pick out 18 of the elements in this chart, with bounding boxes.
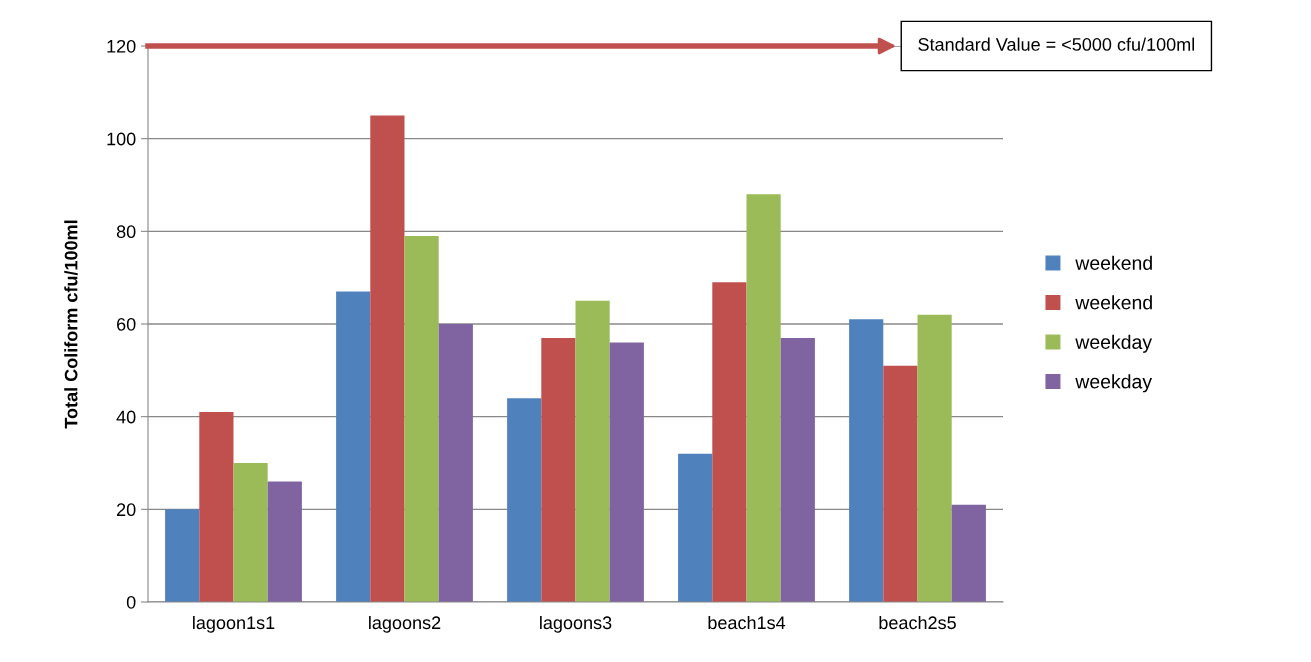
y-tick-label: 60 bbox=[117, 317, 136, 331]
x-tick-label: lagoons3 bbox=[540, 615, 612, 633]
y-tick-label: 120 bbox=[107, 39, 136, 53]
y-axis-title: Total Coliform cfu/100ml bbox=[64, 220, 78, 429]
y-tick-label: 80 bbox=[116, 225, 136, 239]
y-tick-label: 100 bbox=[107, 132, 136, 146]
legend-label: weekday bbox=[1075, 374, 1153, 393]
ref-line-label: Standard Value = <5000 cfu/100ml bbox=[918, 37, 1195, 51]
legend-label: weekend bbox=[1075, 295, 1152, 310]
x-tick-label: beach2s5 bbox=[879, 615, 956, 630]
x-tick-label: lagoon1s1 bbox=[193, 615, 275, 633]
y-tick-label: 40 bbox=[116, 410, 136, 424]
x-tick-label: lagoons2 bbox=[369, 615, 441, 633]
x-tick-label: beach1s4 bbox=[708, 615, 786, 630]
legend-label: weekend bbox=[1075, 255, 1152, 270]
y-tick-label: 20 bbox=[117, 503, 136, 517]
legend-label: weekday bbox=[1075, 334, 1153, 353]
y-tick-label: 0 bbox=[126, 595, 136, 609]
